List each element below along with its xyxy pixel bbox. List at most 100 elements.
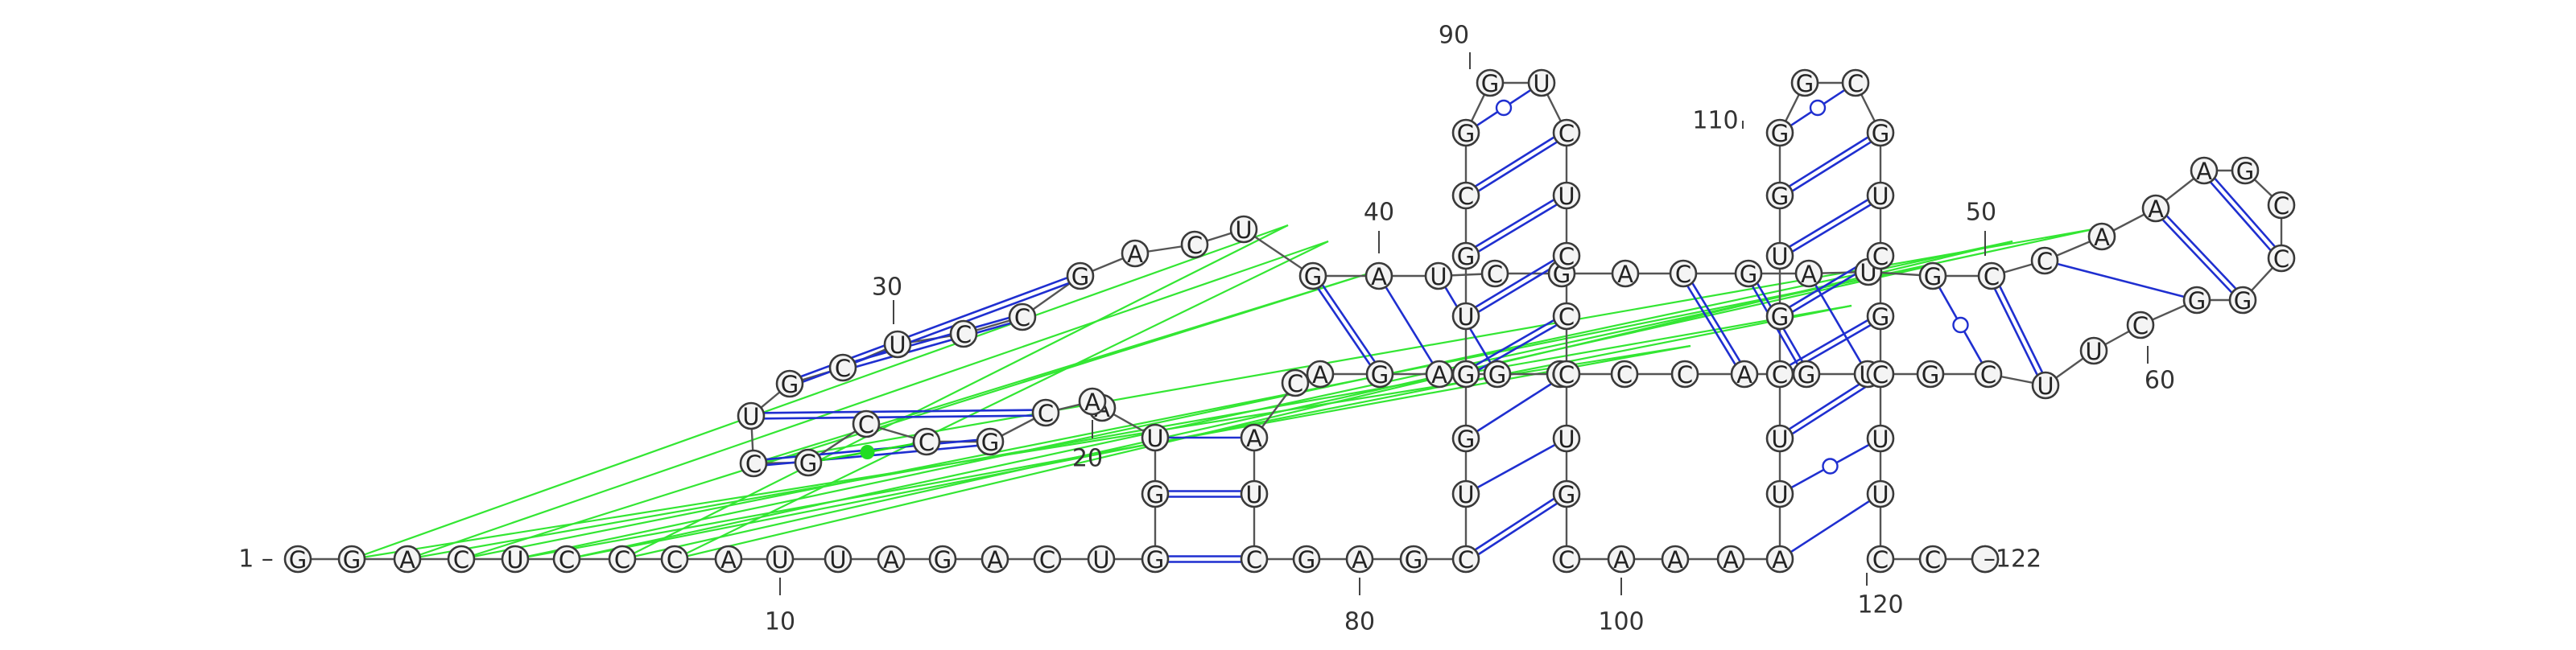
nucleotide-letter: C	[1039, 546, 1055, 574]
nucleotide-letter: U	[1872, 426, 1889, 453]
nucleotide-16: U	[1087, 545, 1116, 574]
nucleotide-letter: C	[1980, 361, 1996, 389]
nucleotide-50: C	[2030, 246, 2059, 275]
nucleotide-31: U	[883, 330, 912, 359]
wobble-pair-marker	[1809, 99, 1827, 117]
nucleotide-91: C	[1552, 118, 1581, 147]
nucleotide-letter: C	[858, 411, 874, 438]
nucleotide-39: A	[1364, 261, 1393, 290]
nucleotide-letter: C	[667, 546, 683, 574]
nucleotide-96: U	[1552, 424, 1581, 453]
position-label-30: 30	[872, 274, 902, 302]
gc-pair-line	[1791, 204, 1872, 253]
nucleotide-circle	[2267, 244, 2296, 273]
nucleotide-97: G	[1552, 479, 1581, 508]
position-labels-layer: 1 – –122 10 20 30 40 50 60 80 90 100 110 120	[238, 22, 2175, 636]
nucleotide-letter: A	[1352, 546, 1368, 574]
nucleotide-letter: C	[2037, 248, 2053, 275]
nucleotide-circle	[1611, 259, 1640, 288]
nucleotide-circle	[337, 545, 366, 574]
nucleotide-letter: G	[2236, 158, 2254, 185]
nucleotide-101: A	[1716, 545, 1745, 574]
nucleotide-58: G	[2182, 286, 2211, 315]
nucleotide-37: U	[1229, 215, 1258, 244]
nucleotide-circle	[1451, 545, 1480, 574]
nucleotide-circle	[1364, 261, 1393, 290]
nucleotide-35: A	[1121, 239, 1150, 268]
gc-pair-line	[1789, 199, 1869, 248]
nucleotide-letter: A	[1312, 361, 1328, 389]
nucleotide-94: C	[1552, 302, 1581, 331]
nucleotide-circle	[1765, 360, 1794, 389]
nucleotide-letter: C	[559, 546, 575, 574]
nucleotide-70: G	[1483, 360, 1512, 389]
nucleotide-letter: G	[1071, 263, 1089, 290]
nucleotide-114: C	[1866, 241, 1895, 270]
nucleotide-76: U	[1240, 479, 1269, 508]
nucleotide-86: G	[1451, 241, 1480, 270]
nucleotide-circle	[1298, 261, 1327, 290]
terminal-label-end: –122	[1984, 545, 2041, 574]
nucleotide-letter: A	[2148, 195, 2164, 223]
tertiary-interaction-line	[351, 224, 1289, 561]
nucleotide-3: A	[393, 545, 422, 574]
nucleotide-circle	[2267, 191, 2296, 220]
nucleotide-letter: A	[1127, 241, 1143, 268]
gc-pair-line	[1477, 204, 1558, 253]
nucleotide-letter: G	[1740, 261, 1757, 288]
nucleotide-letter: A	[399, 546, 415, 574]
nucleotide-circle	[660, 545, 689, 574]
nucleotide-17: G	[1141, 545, 1170, 574]
nucleotide-letter: U	[1771, 481, 1788, 508]
nucleotide-letter: A	[1246, 425, 1262, 452]
nucleotide-letter: C	[1487, 261, 1503, 288]
nucleotide-letter: U	[742, 403, 759, 430]
nucleotide-letter: G	[1488, 361, 1506, 389]
nucleotide-circle	[1008, 302, 1037, 331]
nucleotide-circle	[2190, 156, 2219, 185]
nucleotide-93: C	[1552, 241, 1581, 270]
nucleotide-88: G	[1451, 118, 1480, 147]
nucleotide-circle	[552, 545, 581, 574]
nucleotide-circle	[1552, 302, 1581, 331]
nucleotide-99: A	[1607, 545, 1636, 574]
nucleotide-letter: G	[1771, 120, 1789, 147]
nucleotide-111: C	[1841, 68, 1870, 97]
nucleotide-circle	[2030, 246, 2059, 275]
nucleotide-19: U	[1141, 423, 1170, 452]
nucleotide-letter: C	[745, 450, 762, 478]
nucleotide-circle	[1451, 360, 1480, 389]
nucleotide-letter: U	[1558, 426, 1575, 453]
nucleotide-letter: U	[2037, 372, 2054, 400]
gc-pair-line	[2165, 215, 2237, 290]
gc-pair-line	[1477, 141, 1558, 192]
nucleotide-104: U	[1765, 424, 1794, 453]
nucleotide-letter: C	[1458, 546, 1474, 574]
nucleotide-letter: G	[1872, 120, 1889, 147]
nucleotide-circle	[1399, 545, 1428, 574]
nucleotide-9: A	[714, 545, 743, 574]
gc-pair-line	[764, 414, 1034, 420]
nucleotide-letter: A	[720, 546, 737, 574]
au-pair-line	[1476, 380, 1557, 433]
gc-pair-line	[2214, 177, 2277, 248]
nucleotide-circle	[1607, 545, 1636, 574]
nucleotide-12: A	[877, 545, 906, 574]
nucleotide-letter: A	[1772, 546, 1788, 574]
tertiary-interaction-line	[514, 240, 2013, 561]
nucleotide-letter: G	[1771, 303, 1789, 331]
tertiary-interaction-line	[621, 264, 1933, 561]
nucleotide-circle	[1451, 118, 1480, 147]
gc-pair-line	[1791, 382, 1872, 435]
position-label-40: 40	[1364, 199, 1394, 227]
gc-pair-line	[1474, 497, 1555, 551]
gc-pair-line	[1475, 136, 1555, 187]
nucleotide-103: U	[1765, 479, 1794, 508]
nucleotide-letter: U	[1533, 70, 1550, 97]
nucleotide-circle	[1451, 302, 1480, 331]
tertiary-interaction-line	[460, 264, 1933, 561]
nucleotide-circle	[976, 427, 1005, 456]
nucleotide-letter: A	[987, 546, 1003, 574]
nucleotide-letter: C	[835, 355, 851, 382]
nucleotide-65: G	[1792, 360, 1821, 389]
